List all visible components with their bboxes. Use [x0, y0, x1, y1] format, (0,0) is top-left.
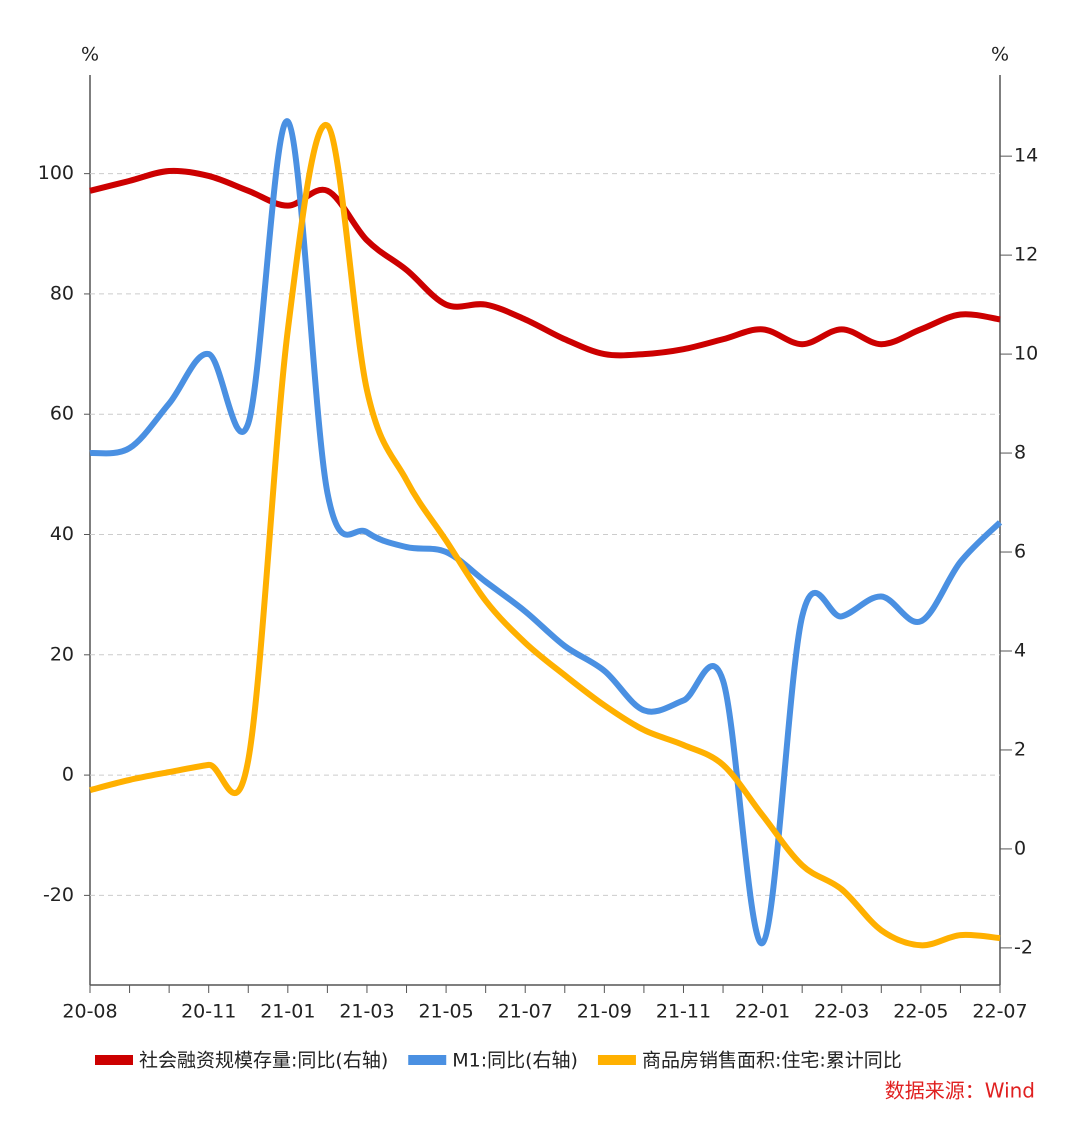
y-tick-label: 40: [50, 523, 74, 545]
x-tick-label: 20-08: [62, 1001, 117, 1023]
x-tick-label: 21-01: [260, 1001, 315, 1023]
y2-unit: %: [991, 44, 1009, 66]
x-tick-label: 22-05: [893, 1001, 948, 1023]
y2-tick-label: 12: [1014, 244, 1038, 266]
y2-tick-label: 8: [1014, 442, 1026, 464]
y2-tick-label: 2: [1014, 738, 1026, 760]
y2-tick-label: 6: [1014, 541, 1026, 563]
x-tick-label: 22-03: [814, 1001, 869, 1023]
legend-swatch: [95, 1055, 133, 1065]
y2-tick-label: 4: [1014, 639, 1026, 661]
legend-swatch: [408, 1055, 447, 1065]
y-tick-label: 20: [50, 643, 74, 665]
y-tick-label: 100: [38, 162, 74, 184]
y2-tick-label: 14: [1014, 145, 1038, 167]
y-tick-label: 80: [50, 282, 74, 304]
x-tick-label: 22-01: [735, 1001, 790, 1023]
x-tick-label: 21-05: [418, 1001, 473, 1023]
source: 数据来源：Wind: [885, 1079, 1035, 1103]
y-unit: %: [81, 44, 99, 66]
x-tick-label: 21-07: [498, 1001, 553, 1023]
legend-label: 社会融资规模存量:同比(右轴): [139, 1050, 388, 1072]
y2-tick-label: -2: [1014, 936, 1033, 958]
x-tick-label: 20-11: [181, 1001, 236, 1023]
legend-label: M1:同比(右轴): [452, 1050, 578, 1072]
y-tick-label: 0: [62, 764, 74, 786]
y-tick-label: 60: [50, 403, 74, 425]
legend-swatch: [597, 1055, 636, 1065]
x-tick-label: 21-03: [339, 1001, 394, 1023]
x-tick-label: 21-09: [577, 1001, 632, 1023]
line: [89, 167, 1001, 359]
y2-tick-label: 0: [1014, 837, 1026, 859]
y2-tick-label: 10: [1014, 343, 1038, 365]
x-tick-label: 21-11: [656, 1001, 711, 1023]
legend-label: 商品房销售面积:住宅:累计同比: [642, 1050, 902, 1072]
line: [89, 118, 1003, 946]
x-tick-label: 22-07: [972, 1001, 1027, 1023]
line: [89, 122, 1001, 949]
y-tick-label: -20: [43, 884, 74, 906]
